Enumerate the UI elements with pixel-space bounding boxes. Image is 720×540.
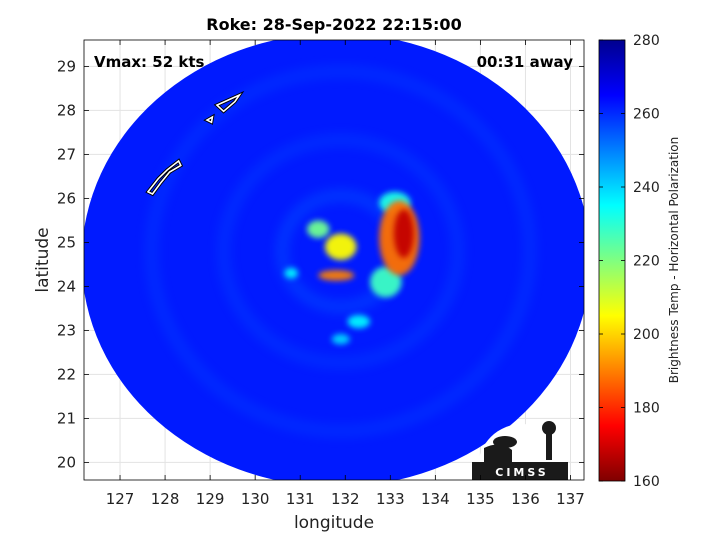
x-tick-label: 136 (511, 490, 540, 508)
feature-band-west (306, 220, 330, 238)
colorbar-tick-label: 260 (633, 107, 660, 123)
colorbar-tick-label: 180 (633, 401, 660, 417)
x-axis-ticks: 127 128 129 130 131 132 133 134 135 136 137 (106, 40, 585, 508)
coastline-island-north (215, 93, 242, 113)
y-tick-label: 27 (57, 145, 76, 163)
time-away-annotation: 00:31 away (477, 53, 574, 71)
cimss-logo: CIMSS (472, 421, 568, 512)
feature-core-south (318, 270, 355, 281)
feature-eyewall-east (393, 209, 414, 258)
colorbar (598, 39, 626, 482)
logo-dish-icon (493, 436, 517, 448)
feature-band-southeast (370, 266, 402, 298)
x-tick-label: 132 (331, 490, 360, 508)
chart-title: Roke: 28-Sep-2022 22:15:00 (206, 15, 461, 34)
feature-band-tail (331, 333, 350, 345)
logo-tower-top-icon (542, 421, 556, 435)
y-axis-ticks: 20 21 22 23 24 25 26 27 28 29 (57, 57, 584, 471)
x-axis-label: longitude (294, 513, 374, 533)
logo-tower-icon (546, 430, 552, 460)
plot-frame (83, 39, 585, 481)
logo-text: CIMSS (495, 466, 548, 479)
coastline-island-small (205, 115, 214, 124)
colorbar-tick-label: 240 (633, 180, 660, 196)
coastline-okinawa-chain (146, 159, 182, 196)
x-tick-label: 127 (106, 490, 135, 508)
x-tick-label: 131 (286, 490, 315, 508)
x-tick-label: 134 (421, 490, 450, 508)
y-tick-label: 26 (57, 189, 76, 207)
x-tick-label: 133 (376, 490, 405, 508)
x-tick-label: 130 (241, 490, 270, 508)
logo-building-icon (484, 444, 512, 462)
colorbar-ticks: 160 180 200 220 240 260 280 (599, 33, 660, 490)
x-tick-label: 135 (466, 490, 495, 508)
colorbar-tick-label: 280 (633, 33, 660, 49)
y-tick-label: 22 (57, 365, 76, 383)
x-tick-label: 129 (196, 490, 225, 508)
y-tick-label: 20 (57, 453, 76, 471)
colorbar-label: Brightness Temp - Horizontal Polarizatio… (667, 137, 681, 384)
x-tick-label: 128 (151, 490, 180, 508)
y-tick-label: 25 (57, 233, 76, 251)
colorbar-tick-label: 200 (633, 327, 660, 343)
y-tick-label: 23 (57, 321, 76, 339)
feature-west-cell (284, 267, 298, 279)
y-tick-label: 21 (57, 409, 76, 427)
y-tick-label: 29 (57, 57, 76, 75)
logo-banner (472, 462, 568, 480)
storm-features (284, 191, 420, 345)
colorbar-tick-label: 220 (633, 254, 660, 270)
texture-ring (216, 132, 465, 370)
coastlines (145, 90, 245, 197)
texture-ring (144, 64, 537, 438)
y-tick-label: 28 (57, 101, 76, 119)
y-axis-label: latitude (33, 227, 53, 292)
feature-band-south (347, 315, 371, 329)
swath-layer (84, 40, 584, 480)
x-tick-label: 137 (556, 490, 585, 508)
y-tick-label: 24 (57, 277, 76, 295)
microwave-swath (84, 40, 584, 480)
vmax-annotation: Vmax: 52 kts (94, 53, 204, 71)
feature-core-center (324, 233, 357, 260)
colorbar-tick-label: 160 (633, 474, 660, 490)
